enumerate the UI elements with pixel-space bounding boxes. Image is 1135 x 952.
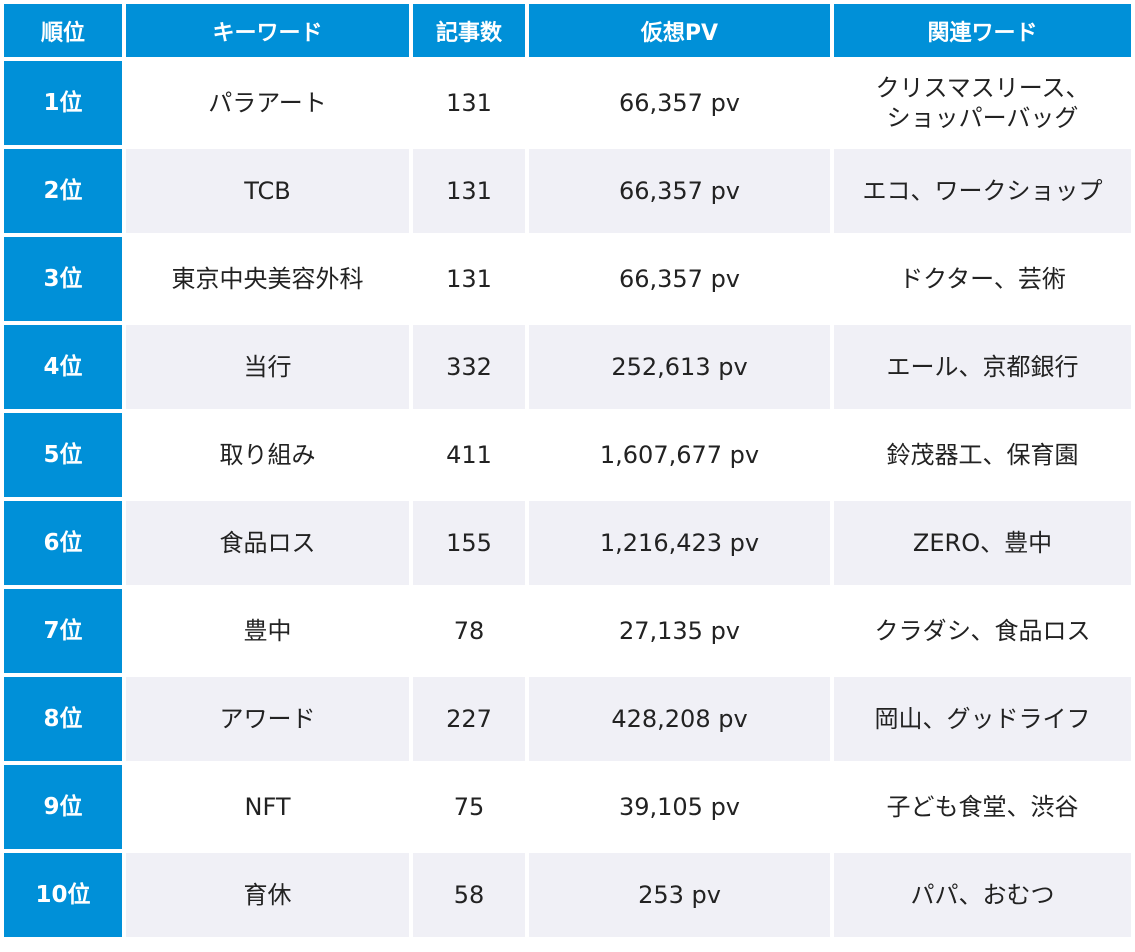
related-words-cell: 岡山、グッドライフ [834,677,1131,761]
article-count-cell: 131 [413,237,525,321]
article-count-cell: 75 [413,765,525,849]
header-rank: 順位 [4,4,122,57]
pv-cell: 66,357 pv [529,149,830,233]
pv-cell: 252,613 pv [529,325,830,409]
related-words-cell: エール、京都銀行 [834,325,1131,409]
keyword-cell: 当行 [126,325,409,409]
header-virtual-pv: 仮想PV [529,4,830,57]
rank-cell: 2位 [4,149,122,233]
rank-cell: 4位 [4,325,122,409]
pv-cell: 253 pv [529,853,830,937]
article-count-cell: 155 [413,501,525,585]
related-words-cell: クラダシ、食品ロス [834,589,1131,673]
keyword-cell: 食品ロス [126,501,409,585]
table-row: 5位 取り組み 411 1,607,677 pv 鈴茂器工、保育園 [4,413,1131,497]
rank-cell: 10位 [4,853,122,937]
keyword-cell: NFT [126,765,409,849]
table-row: 3位 東京中央美容外科 131 66,357 pv ドクター、芸術 [4,237,1131,321]
header-keyword: キーワード [126,4,409,57]
table-row: 6位 食品ロス 155 1,216,423 pv ZERO、豊中 [4,501,1131,585]
rank-cell: 7位 [4,589,122,673]
rank-cell: 5位 [4,413,122,497]
keyword-cell: 東京中央美容外科 [126,237,409,321]
related-words-cell: ZERO、豊中 [834,501,1131,585]
article-count-cell: 131 [413,149,525,233]
table-row: 1位 パラアート 131 66,357 pv クリスマスリース、 ショッパーバッ… [4,61,1131,145]
rank-cell: 8位 [4,677,122,761]
rank-cell: 6位 [4,501,122,585]
pv-cell: 39,105 pv [529,765,830,849]
table-row: 10位 育休 58 253 pv パパ、おむつ [4,853,1131,937]
article-count-cell: 131 [413,61,525,145]
rank-cell: 3位 [4,237,122,321]
table-row: 8位 アワード 227 428,208 pv 岡山、グッドライフ [4,677,1131,761]
pv-cell: 1,607,677 pv [529,413,830,497]
keyword-cell: 豊中 [126,589,409,673]
table-row: 9位 NFT 75 39,105 pv 子ども食堂、渋谷 [4,765,1131,849]
rank-cell: 1位 [4,61,122,145]
keyword-cell: TCB [126,149,409,233]
related-words-cell: ドクター、芸術 [834,237,1131,321]
related-words-cell: 鈴茂器工、保育園 [834,413,1131,497]
pv-cell: 428,208 pv [529,677,830,761]
keyword-cell: 取り組み [126,413,409,497]
article-count-cell: 411 [413,413,525,497]
table-row: 4位 当行 332 252,613 pv エール、京都銀行 [4,325,1131,409]
article-count-cell: 58 [413,853,525,937]
pv-cell: 1,216,423 pv [529,501,830,585]
related-words-cell: エコ、ワークショップ [834,149,1131,233]
related-words-cell: パパ、おむつ [834,853,1131,937]
related-words-cell: クリスマスリース、 ショッパーバッグ [834,61,1131,145]
table-row: 2位 TCB 131 66,357 pv エコ、ワークショップ [4,149,1131,233]
keyword-cell: 育休 [126,853,409,937]
rank-cell: 9位 [4,765,122,849]
header-article-count: 記事数 [413,4,525,57]
related-words-cell: 子ども食堂、渋谷 [834,765,1131,849]
article-count-cell: 332 [413,325,525,409]
keyword-cell: アワード [126,677,409,761]
keyword-cell: パラアート [126,61,409,145]
header-related-words: 関連ワード [834,4,1131,57]
article-count-cell: 227 [413,677,525,761]
header-row: 順位 キーワード 記事数 仮想PV 関連ワード [4,4,1131,57]
pv-cell: 27,135 pv [529,589,830,673]
pv-cell: 66,357 pv [529,61,830,145]
table-row: 7位 豊中 78 27,135 pv クラダシ、食品ロス [4,589,1131,673]
article-count-cell: 78 [413,589,525,673]
pv-cell: 66,357 pv [529,237,830,321]
